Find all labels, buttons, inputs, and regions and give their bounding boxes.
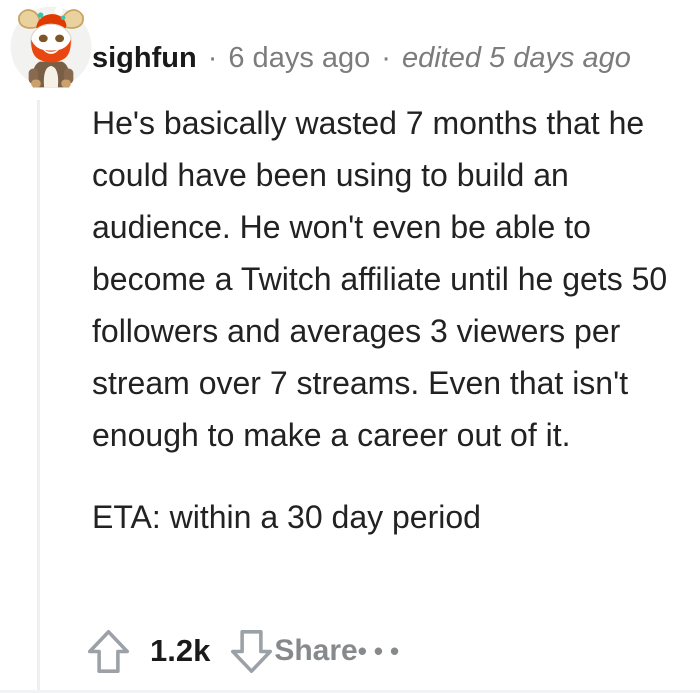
share-button[interactable]: Share — [274, 634, 358, 667]
more-options-button[interactable]: ••• — [358, 638, 406, 664]
downvote-button[interactable] — [229, 627, 274, 676]
bottom-divider — [0, 690, 700, 693]
comment-timestamp: 6 days ago — [228, 42, 371, 74]
comment-body: He's basically wasted 7 months that he c… — [92, 97, 670, 543]
comment-header: sighfun · 6 days ago · edited 5 days ago — [92, 44, 631, 73]
comment-paragraph: He's basically wasted 7 months that he c… — [92, 105, 668, 453]
comment-edited-timestamp: edited 5 days ago — [401, 42, 631, 74]
comment-collapse-thread-line[interactable] — [37, 100, 40, 693]
comment-author[interactable]: sighfun — [92, 42, 197, 74]
comment-action-bar: 1.2k Share ••• — [86, 622, 406, 680]
snoo-avatar-icon — [10, 6, 92, 88]
user-avatar[interactable] — [8, 4, 94, 90]
upvote-button[interactable] — [86, 627, 131, 676]
comment-paragraph: ETA: within a 30 day period — [92, 499, 481, 535]
ellipsis-icon: ••• — [357, 636, 407, 666]
meta-separator: · — [207, 42, 218, 74]
upvote-arrow-icon — [87, 629, 130, 673]
downvote-arrow-icon — [231, 629, 273, 673]
meta-separator: · — [381, 42, 391, 74]
vote-count: 1.2k — [150, 633, 211, 668]
